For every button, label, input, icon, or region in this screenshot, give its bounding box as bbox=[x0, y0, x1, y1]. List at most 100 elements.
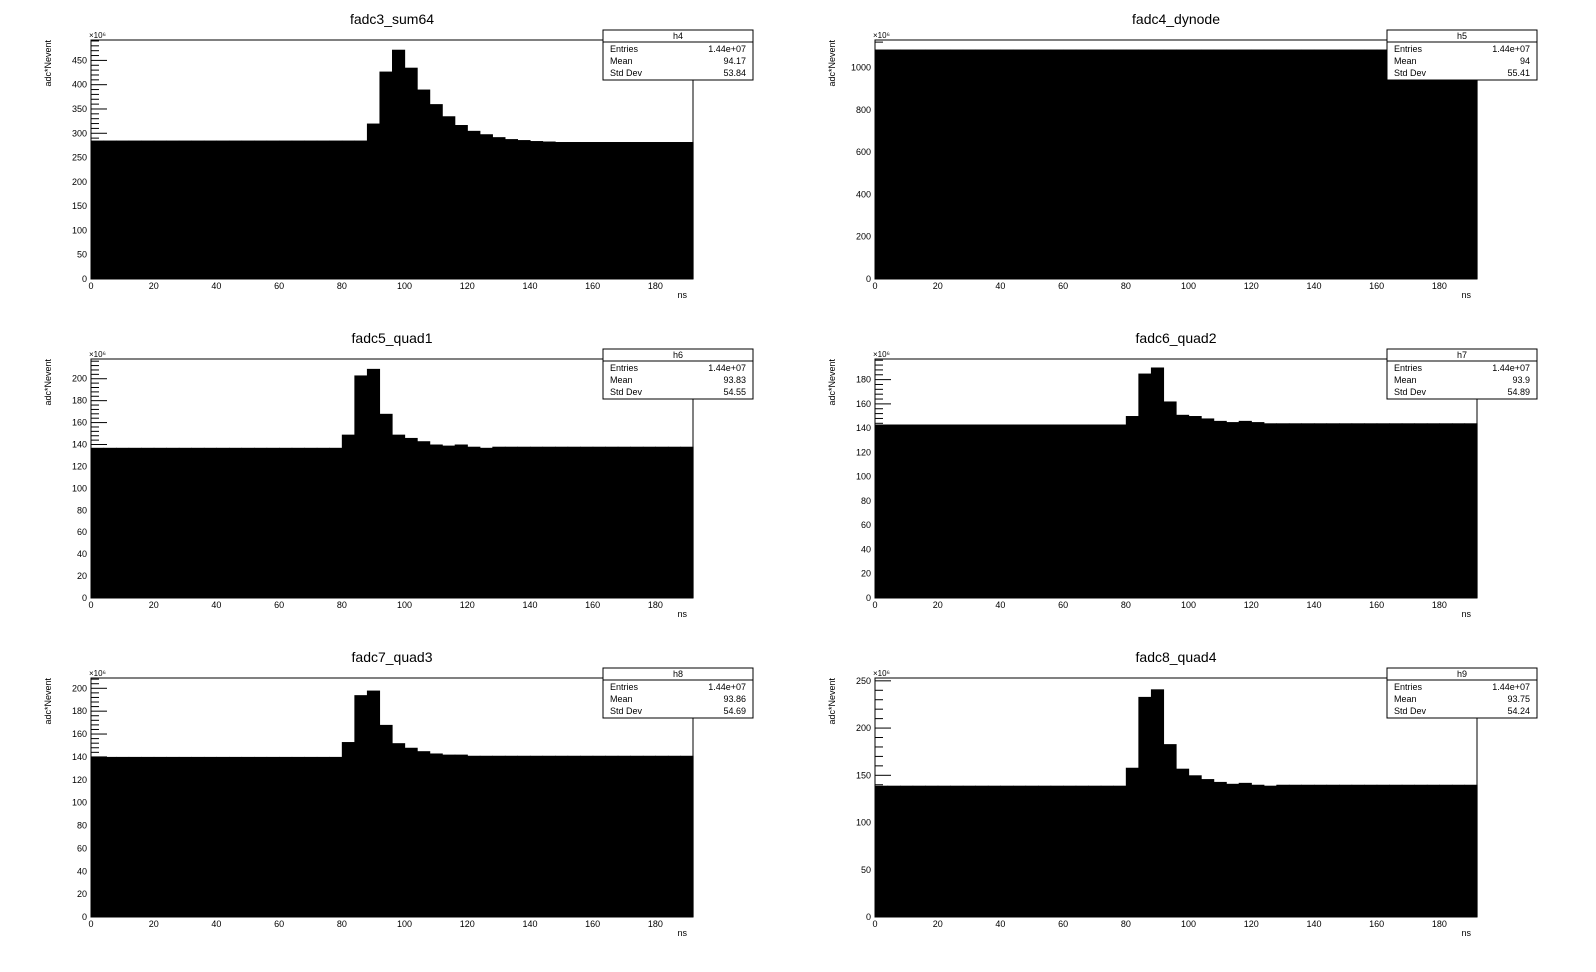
y-tick-label: 80 bbox=[77, 505, 87, 515]
stats-box: h4 Entries 1.44e+07 Mean 94.17 Std Dev 53.84 bbox=[602, 29, 754, 81]
x-tick-label: 140 bbox=[1306, 281, 1321, 291]
x-tick-label: 140 bbox=[522, 919, 537, 929]
x-tick-label: 20 bbox=[149, 600, 159, 610]
histogram-bin bbox=[291, 140, 305, 279]
histogram-bin bbox=[329, 756, 343, 917]
histogram-bin bbox=[429, 444, 443, 598]
x-tick-label: 40 bbox=[211, 600, 221, 610]
histogram-bin bbox=[887, 49, 901, 279]
histogram-bin bbox=[279, 756, 293, 917]
histogram-bin bbox=[592, 142, 606, 279]
histogram-bin bbox=[241, 140, 255, 279]
x-tick-label: 160 bbox=[1369, 919, 1384, 929]
histogram-bin bbox=[128, 756, 142, 917]
stats-value: 93.9 bbox=[1512, 375, 1530, 385]
histogram-bin bbox=[1038, 424, 1052, 598]
histogram-bin bbox=[1176, 414, 1190, 598]
histogram-bin bbox=[1163, 744, 1177, 917]
histogram-bin bbox=[937, 424, 951, 598]
histogram-bin bbox=[492, 446, 506, 598]
histogram-bin bbox=[1038, 785, 1052, 917]
stats-label: Entries bbox=[1394, 682, 1423, 692]
x-tick-label: 140 bbox=[1306, 919, 1321, 929]
histogram-bin bbox=[153, 447, 167, 598]
histogram-bin bbox=[1376, 784, 1390, 917]
histogram-bin bbox=[875, 49, 889, 279]
histogram-bin bbox=[1138, 373, 1152, 598]
x-tick-label: 60 bbox=[1058, 281, 1068, 291]
stats-value: 54.89 bbox=[1507, 387, 1530, 397]
x-tick-label: 120 bbox=[1244, 281, 1259, 291]
histogram-bin bbox=[429, 104, 443, 279]
histogram-bin bbox=[116, 447, 130, 598]
x-axis-label: ns bbox=[677, 290, 687, 300]
histogram-bin bbox=[166, 140, 180, 279]
histogram-bin bbox=[1063, 785, 1077, 917]
y-axis-label: adc*Nevent bbox=[827, 678, 837, 725]
histogram-bin bbox=[567, 755, 581, 917]
y-tick-label: 150 bbox=[856, 770, 871, 780]
histogram-bin bbox=[366, 123, 381, 279]
x-tick-label: 180 bbox=[1432, 281, 1447, 291]
x-tick-label: 40 bbox=[995, 919, 1005, 929]
stats-value: 55.41 bbox=[1507, 68, 1530, 78]
stats-label: Mean bbox=[1394, 375, 1417, 385]
histogram-bin bbox=[203, 756, 218, 917]
histogram-bin bbox=[1376, 49, 1390, 279]
y-tick-label: 60 bbox=[77, 527, 87, 537]
histogram-bin bbox=[216, 756, 230, 917]
histogram-bin bbox=[655, 446, 669, 598]
histogram-bin bbox=[1100, 785, 1114, 917]
x-tick-label: 180 bbox=[648, 600, 663, 610]
y-axis-label: adc*Nevent bbox=[43, 40, 53, 87]
histogram-bin bbox=[1451, 423, 1466, 598]
histogram-bin bbox=[680, 446, 694, 598]
histogram-panel-3: fadc5_quad1 0 20 40 60 80 100 120 140 160 180 0 20 40… bbox=[43, 330, 754, 619]
histogram-bin bbox=[103, 756, 117, 917]
histogram-bin bbox=[1012, 424, 1027, 598]
histogram-bin bbox=[241, 756, 255, 917]
stats-label: Entries bbox=[610, 363, 639, 373]
y-tick-label: 100 bbox=[856, 818, 871, 828]
histogram-bin bbox=[1188, 49, 1202, 279]
histogram-bin bbox=[517, 755, 531, 917]
histogram-bin bbox=[592, 755, 606, 917]
stats-label: Mean bbox=[610, 375, 633, 385]
histogram-bin bbox=[379, 71, 393, 280]
histogram-bin bbox=[1351, 49, 1365, 279]
x-tick-label: 120 bbox=[1244, 600, 1259, 610]
histogram-bin bbox=[479, 134, 493, 279]
histogram-bin bbox=[316, 447, 330, 598]
histogram-bin bbox=[1201, 418, 1215, 598]
x-tick-label: 120 bbox=[460, 281, 475, 291]
y-tick-label: 80 bbox=[861, 496, 871, 506]
histogram-bin bbox=[1063, 424, 1077, 598]
histogram-bin bbox=[479, 755, 493, 917]
histogram-bin bbox=[987, 424, 1002, 598]
y-tick-label: 800 bbox=[856, 105, 871, 115]
stats-histogram-name: h6 bbox=[673, 350, 683, 360]
x-tick-label: 140 bbox=[1306, 600, 1321, 610]
histogram-bin bbox=[304, 140, 318, 279]
histogram-bin bbox=[141, 756, 155, 917]
x-axis-label: ns bbox=[677, 928, 687, 938]
histogram-bin bbox=[329, 447, 343, 598]
histogram-bin bbox=[116, 140, 130, 279]
histogram-bin bbox=[241, 447, 255, 598]
stats-value: 94 bbox=[1520, 56, 1530, 66]
y-tick-label: 600 bbox=[856, 147, 871, 157]
y-axis-label: adc*Nevent bbox=[43, 678, 53, 725]
histogram-panel-4: fadc6_quad2 0 20 40 60 80 100 120 140 160 180 0 20 40… bbox=[827, 330, 1538, 619]
stats-value: 1.44e+07 bbox=[708, 44, 746, 54]
y-tick-label: 200 bbox=[856, 723, 871, 733]
histogram-bin bbox=[962, 785, 976, 917]
histogram-bin bbox=[950, 49, 964, 279]
histogram-bin bbox=[417, 751, 431, 917]
y-tick-label: 140 bbox=[72, 440, 87, 450]
stats-label: Mean bbox=[1394, 694, 1417, 704]
x-tick-label: 60 bbox=[274, 600, 284, 610]
histogram-bin bbox=[91, 447, 105, 598]
histogram-bin bbox=[529, 446, 544, 598]
x-axis-label: ns bbox=[677, 609, 687, 619]
histogram-bin bbox=[642, 142, 656, 279]
